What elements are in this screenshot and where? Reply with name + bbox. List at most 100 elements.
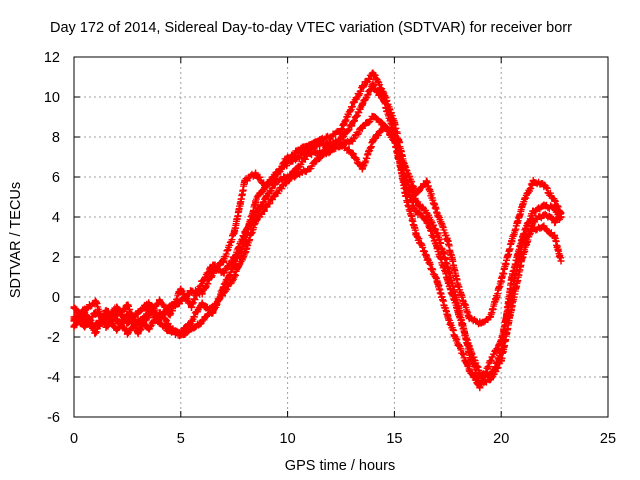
data-point xyxy=(529,217,537,225)
data-point xyxy=(358,83,366,91)
data-point xyxy=(422,253,430,261)
data-point xyxy=(187,303,195,311)
data-point xyxy=(476,319,484,327)
y-tick-label: -2 xyxy=(47,330,60,346)
data-point xyxy=(348,149,356,157)
plot-frame xyxy=(73,56,609,418)
data-point xyxy=(380,97,388,105)
data-point xyxy=(557,257,565,265)
data-point xyxy=(91,309,99,317)
data-point xyxy=(348,121,356,129)
data-point xyxy=(412,229,420,237)
data-point xyxy=(305,149,313,157)
data-point xyxy=(337,135,345,143)
data-point xyxy=(412,197,420,205)
data-point xyxy=(316,141,324,149)
data-point xyxy=(465,349,473,357)
data-point xyxy=(551,233,559,241)
data-point xyxy=(284,159,292,167)
data-point xyxy=(123,319,131,327)
data-point xyxy=(519,253,527,261)
x-tick-label: 0 xyxy=(70,431,78,447)
data-point xyxy=(123,301,131,309)
data-point xyxy=(166,311,174,319)
data-point xyxy=(241,249,249,257)
y-axis-label: SDTVAR / TECUs xyxy=(8,182,24,298)
data-point xyxy=(433,277,441,285)
data-point xyxy=(262,193,270,201)
data-point xyxy=(540,181,548,189)
series-track-4 xyxy=(70,79,565,387)
data-point xyxy=(519,201,527,209)
data-point xyxy=(358,123,366,131)
data-point xyxy=(187,325,195,333)
data-point xyxy=(390,129,398,137)
axis-ticks: 0 5 10 15 20 25 -6 -4 -2 0 2 4 6 8 10 12 xyxy=(44,50,616,447)
data-point xyxy=(326,147,334,155)
data-point xyxy=(540,223,548,231)
data-point xyxy=(529,207,537,215)
data-point xyxy=(444,237,452,245)
data-point xyxy=(113,303,121,311)
data-point xyxy=(401,173,409,181)
data-point xyxy=(433,209,441,217)
data-point xyxy=(273,177,281,185)
data-points xyxy=(70,69,565,392)
data-point xyxy=(209,303,217,311)
data-point xyxy=(497,277,505,285)
data-point xyxy=(252,209,260,217)
data-point xyxy=(187,287,195,295)
data-point xyxy=(487,357,495,365)
data-point xyxy=(422,177,430,185)
data-point xyxy=(91,321,99,329)
data-point xyxy=(294,153,302,161)
y-tick-label: 12 xyxy=(44,50,60,66)
data-point xyxy=(241,177,249,185)
data-point xyxy=(113,325,121,333)
data-point xyxy=(348,103,356,111)
data-point xyxy=(348,137,356,145)
data-point xyxy=(155,319,163,327)
data-point xyxy=(187,317,195,325)
data-point xyxy=(358,165,366,173)
data-point xyxy=(155,297,163,305)
data-point xyxy=(134,309,142,317)
data-point xyxy=(209,261,217,269)
data-point xyxy=(177,331,185,339)
data-point xyxy=(91,329,99,337)
data-point xyxy=(326,141,334,149)
data-point xyxy=(551,217,559,225)
data-point xyxy=(422,209,430,217)
data-point xyxy=(230,253,238,261)
y-tick-label: 8 xyxy=(52,130,60,146)
data-point xyxy=(102,323,110,331)
chart-title: Day 172 of 2014, Sidereal Day-to-day VTE… xyxy=(50,20,572,36)
data-point xyxy=(337,141,345,149)
data-point xyxy=(358,101,366,109)
x-axis-label: GPS time / hours xyxy=(285,458,395,474)
data-point xyxy=(220,257,228,265)
data-point xyxy=(401,189,409,197)
data-point xyxy=(81,305,89,313)
x-tick-label: 25 xyxy=(600,431,616,447)
data-point xyxy=(294,163,302,171)
data-point xyxy=(540,201,548,209)
data-point xyxy=(241,229,249,237)
data-point xyxy=(433,243,441,251)
data-point xyxy=(380,89,388,97)
y-tick-label: -4 xyxy=(47,370,60,386)
data-point xyxy=(220,269,228,277)
data-point xyxy=(369,137,377,145)
data-point xyxy=(557,213,565,221)
data-point xyxy=(487,313,495,321)
data-point xyxy=(134,329,142,337)
data-point xyxy=(123,329,131,337)
data-point xyxy=(284,173,292,181)
x-tick-label: 20 xyxy=(493,431,509,447)
data-point xyxy=(294,169,302,177)
data-point xyxy=(369,113,377,121)
y-tick-label: -6 xyxy=(47,410,60,426)
data-point xyxy=(508,303,516,311)
data-point xyxy=(444,313,452,321)
